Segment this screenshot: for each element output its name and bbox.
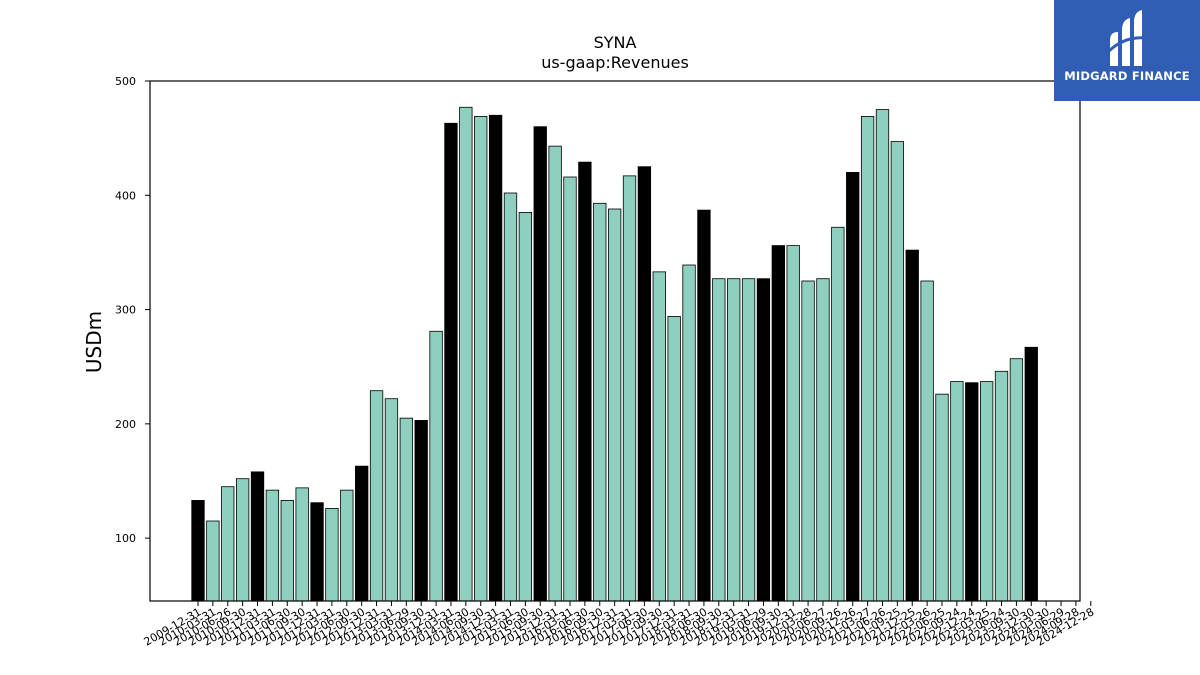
y-tick-label: 100: [115, 532, 136, 545]
bar: [459, 106, 473, 602]
bars-group: [191, 106, 1038, 602]
bar: [652, 271, 666, 602]
bar: [503, 192, 518, 602]
bar: [622, 175, 637, 602]
bar: [860, 116, 875, 602]
chart-title: SYNA: [594, 33, 637, 52]
bar: [325, 508, 339, 602]
bar: [935, 393, 949, 602]
bar: [727, 278, 741, 602]
bar: [920, 280, 934, 602]
bar: [1009, 358, 1024, 602]
bar: [756, 278, 771, 602]
bar: [250, 471, 265, 602]
bar: [548, 145, 562, 602]
bar: [488, 114, 503, 602]
bar: [637, 166, 652, 602]
bar: [801, 280, 815, 602]
bar: [369, 390, 384, 602]
bar: [712, 278, 726, 602]
y-tick-label: 200: [115, 418, 136, 431]
midgard-logo: MIDGARD FINANCE: [1054, 0, 1200, 101]
bar: [846, 172, 860, 602]
bar: [295, 487, 309, 602]
bar: [771, 245, 785, 602]
bar: [310, 502, 324, 602]
midgard-logo-icon: [1106, 10, 1147, 66]
brand-name: MIDGARD FINANCE: [1064, 69, 1190, 83]
bar: [414, 420, 428, 602]
bar: [578, 161, 592, 602]
bar: [786, 245, 800, 602]
bar: [340, 489, 354, 602]
bar: [875, 109, 890, 602]
bar: [890, 141, 905, 602]
bar: [831, 226, 845, 602]
bar: [979, 381, 994, 602]
bar: [265, 489, 280, 602]
y-tick-label: 400: [115, 189, 136, 202]
bar: [741, 278, 756, 602]
y-tick-label: 300: [115, 304, 136, 317]
bar: [429, 330, 443, 602]
bar: [950, 381, 964, 602]
bar: [206, 520, 220, 602]
bar: [399, 417, 413, 602]
bar: [816, 278, 830, 602]
bar: [474, 116, 488, 602]
bar: [994, 370, 1009, 602]
bar: [355, 465, 369, 602]
y-axis-label: USDm: [82, 311, 106, 373]
bar: [905, 249, 919, 602]
bar: [518, 212, 533, 602]
bar: [667, 316, 681, 602]
bar: [682, 264, 696, 602]
bar: [607, 208, 622, 602]
bar: [235, 478, 250, 602]
bar: [280, 500, 294, 602]
bar: [444, 122, 458, 602]
bar: [593, 202, 607, 602]
chart-subtitle: us-gaap:Revenues: [541, 53, 689, 72]
bar: [965, 382, 979, 602]
y-tick-label: 500: [115, 75, 136, 88]
bar: [221, 486, 235, 602]
bar: [563, 176, 577, 602]
y-axis: 100 200 300 400 500: [115, 75, 150, 545]
bar: [384, 398, 399, 602]
plot-frame: [149, 80, 1081, 602]
bar: [1024, 346, 1038, 602]
bar: [533, 126, 547, 602]
bar: [697, 209, 711, 602]
x-axis: 2009-12-312010-03-312010-06-262010-09-30…: [142, 601, 1096, 649]
bar: [191, 500, 205, 602]
